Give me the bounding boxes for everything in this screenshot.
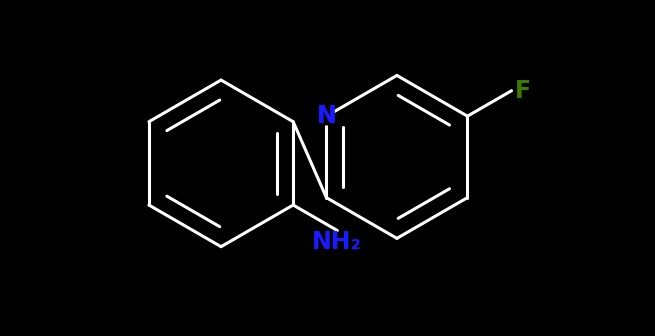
Text: N: N [316, 104, 336, 128]
Text: N: N [316, 104, 336, 128]
Text: F: F [515, 79, 531, 103]
Text: NH₂: NH₂ [312, 229, 362, 254]
